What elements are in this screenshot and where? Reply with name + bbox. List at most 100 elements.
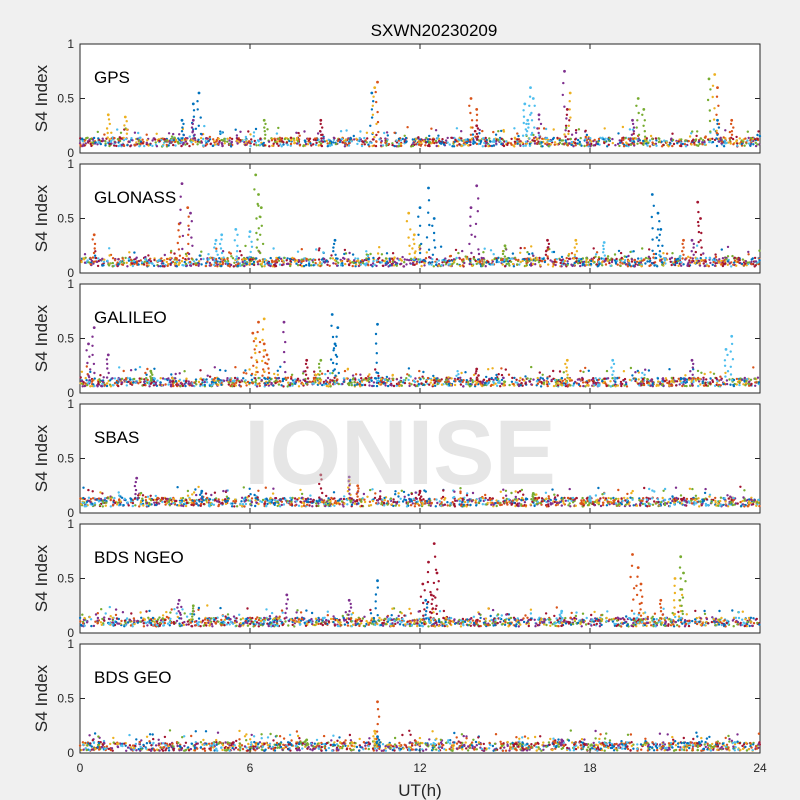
scatter-point <box>492 378 495 382</box>
data-point <box>611 373 614 376</box>
scatter-point <box>197 262 201 265</box>
scatter-point <box>92 262 95 265</box>
scatter-point <box>169 262 172 265</box>
scatter-point <box>619 251 623 255</box>
data-point <box>697 240 700 244</box>
data-point <box>218 242 222 246</box>
scatter-point <box>656 265 659 268</box>
data-point <box>106 131 109 135</box>
scatter-point <box>648 260 651 263</box>
data-point <box>181 247 184 251</box>
scatter-point <box>634 371 637 374</box>
data-point <box>711 84 715 88</box>
scatter-point <box>235 134 239 137</box>
scatter-point <box>502 144 506 148</box>
data-point <box>255 366 258 369</box>
data-point <box>318 366 321 369</box>
scatter-point <box>609 385 612 388</box>
data-point <box>91 353 94 357</box>
data-point <box>431 224 434 227</box>
scatter-point <box>229 145 233 148</box>
scatter-point <box>509 142 513 145</box>
figure-title: SXWN20230209 <box>371 21 498 40</box>
scatter-point <box>442 143 446 146</box>
scatter-point <box>694 139 697 142</box>
data-point <box>469 97 473 100</box>
scatter-point <box>605 384 609 387</box>
scatter-point <box>684 145 688 148</box>
data-point <box>261 242 265 246</box>
data-point <box>374 90 377 94</box>
data-point <box>413 251 416 255</box>
scatter-point <box>167 132 171 135</box>
scatter-point <box>345 138 348 141</box>
scatter-point <box>658 137 661 140</box>
scatter-point <box>258 384 261 388</box>
scatter-point <box>685 257 688 260</box>
scatter-point <box>235 139 239 142</box>
scatter-point <box>435 144 438 148</box>
scatter-point <box>151 262 154 265</box>
data-point <box>568 100 571 103</box>
scatter-point <box>177 379 181 383</box>
scatter-point <box>338 140 342 144</box>
series-green <box>262 77 712 140</box>
scatter-point <box>117 384 120 388</box>
scatter-point <box>627 259 631 263</box>
data-point <box>92 251 96 255</box>
scatter-point <box>485 379 489 383</box>
scatter-point <box>462 139 465 143</box>
scatter-point <box>251 262 254 266</box>
data-point <box>564 362 567 366</box>
scatter-point <box>208 375 212 378</box>
scatter-point <box>124 377 128 380</box>
scatter-point <box>375 264 378 268</box>
scatter-point <box>566 138 570 141</box>
data-point <box>375 361 378 364</box>
scatter-point <box>488 262 491 266</box>
scatter-point <box>577 383 581 386</box>
scatter-point <box>675 384 678 387</box>
scatter-point <box>353 381 356 384</box>
scatter-point <box>544 127 548 131</box>
scatter-point <box>248 258 252 261</box>
scatter-point <box>675 258 678 261</box>
scatter-point <box>153 367 156 370</box>
scatter-point <box>146 367 149 371</box>
scatter-point <box>170 249 173 253</box>
scatter-point <box>241 260 244 264</box>
scatter-point <box>446 136 449 140</box>
scatter-point <box>587 261 590 264</box>
scatter-point <box>303 130 306 133</box>
scatter-point <box>226 140 229 143</box>
scatter-point <box>626 265 630 268</box>
data-point <box>427 211 430 214</box>
data-point <box>108 122 112 126</box>
scatter-point <box>613 253 617 256</box>
scatter-point <box>138 379 141 383</box>
scatter-point <box>614 385 617 388</box>
scatter-point <box>564 499 567 502</box>
scatter-point <box>354 257 357 260</box>
scatter-point <box>652 256 655 259</box>
data-point <box>91 238 94 241</box>
scatter-point <box>546 248 549 251</box>
data-point <box>187 233 190 236</box>
data-point <box>567 377 570 380</box>
scatter-point <box>409 262 412 265</box>
data-point <box>335 362 338 366</box>
scatter-point <box>352 259 356 262</box>
scatter-point <box>441 259 444 262</box>
scatter-point <box>500 373 504 377</box>
scatter-point <box>367 260 370 263</box>
scatter-point <box>540 141 543 144</box>
scatter-point <box>611 384 614 388</box>
scatter-point <box>315 248 318 251</box>
scatter-point <box>254 127 258 131</box>
scatter-point <box>213 259 216 263</box>
scatter-point <box>244 379 247 382</box>
scatter-point <box>418 369 421 373</box>
scatter-point <box>585 258 588 261</box>
scatter-point <box>689 384 692 387</box>
data-point <box>562 81 565 85</box>
